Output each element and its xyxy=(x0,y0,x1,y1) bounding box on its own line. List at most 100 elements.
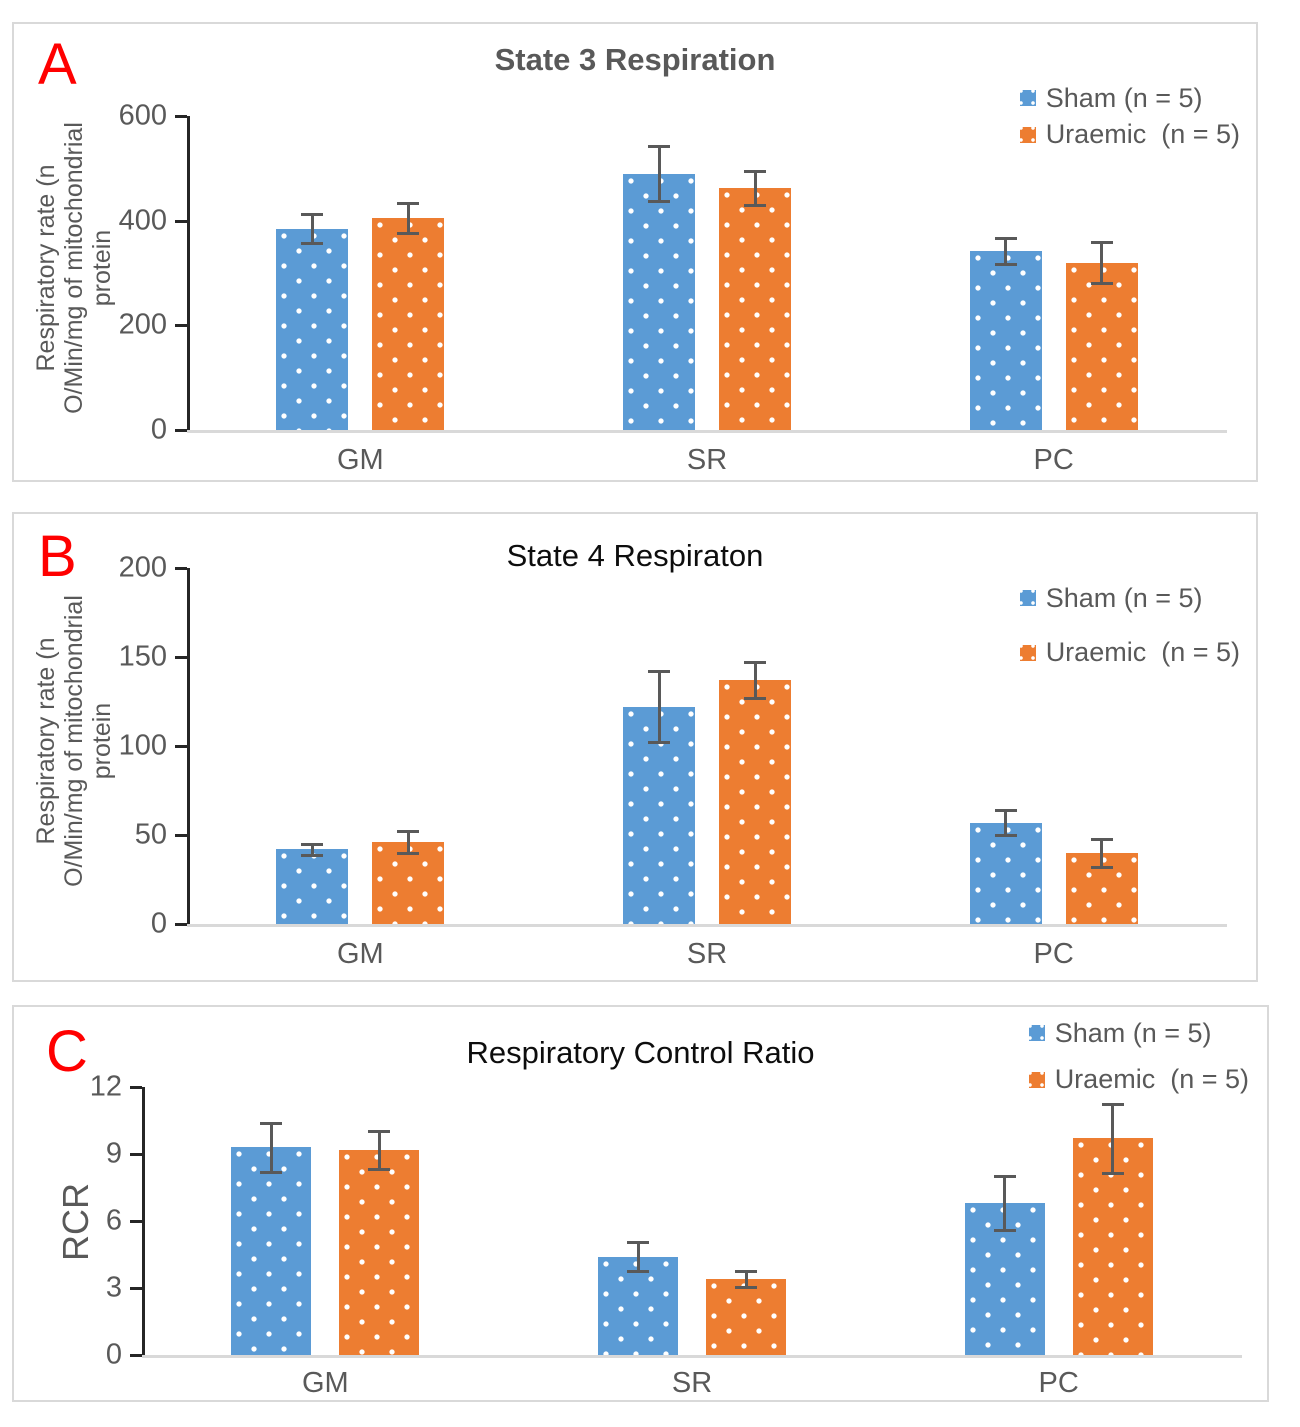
x-category-label: SR xyxy=(686,444,728,476)
x-axis-line xyxy=(142,1355,1242,1358)
y-axis-line xyxy=(187,568,190,926)
y-tick xyxy=(175,219,187,223)
bar-sham-sr xyxy=(623,173,695,430)
error-bar-cap-bottom-gm xyxy=(301,853,324,857)
y-tick xyxy=(130,1287,142,1290)
legend: Sham (n = 5) Uraemic (n = 5) xyxy=(1019,583,1240,668)
error-bar-cap-top-sr xyxy=(744,170,766,174)
legend-label-uraemic: Uraemic (n = 5) xyxy=(1054,1064,1249,1095)
plot-area-state3: 0 200 400 600 GM SR PC xyxy=(14,24,1256,480)
error-bar-cap-top-sr xyxy=(744,661,766,665)
error-bar-cap-bottom-pc xyxy=(1090,282,1113,286)
error-bar-cap-top-gm xyxy=(260,1121,283,1125)
x-category-label: SR xyxy=(686,938,728,970)
bar-sham-pc xyxy=(969,251,1042,430)
error-bar-cap-top-gm xyxy=(397,830,420,834)
y-tick xyxy=(175,324,187,328)
error-bar-cap-bottom-sr xyxy=(744,203,766,207)
bar-uraemic-pc xyxy=(1072,1138,1153,1355)
error-bar-cap-bottom-pc xyxy=(994,834,1017,837)
legend-label-uraemic: Uraemic (n = 5) xyxy=(1045,637,1240,668)
error-bar-stem-pc xyxy=(1111,1103,1115,1173)
x-category-label: PC xyxy=(1038,1367,1079,1399)
y-tick xyxy=(175,567,187,570)
legend: Sham (n = 5) Uraemic (n = 5) xyxy=(1028,1018,1249,1095)
panel-state4-respiration: B State 4 Respiraton Sham (n = 5) Uraemi… xyxy=(12,512,1258,982)
y-tick-label: 0 xyxy=(150,413,167,446)
error-bar-cap-top-sr xyxy=(648,145,670,149)
y-tick-label: 200 xyxy=(118,308,167,341)
legend-item-uraemic: Uraemic (n = 5) xyxy=(1019,637,1240,668)
legend-item-uraemic: Uraemic (n = 5) xyxy=(1028,1064,1249,1095)
y-tick-label: 9 xyxy=(105,1137,122,1170)
error-bar-cap-bottom-sr xyxy=(627,1270,649,1274)
x-category-label: GM xyxy=(301,1367,349,1399)
bar-uraemic-pc xyxy=(1065,262,1138,430)
error-bar-stem-gm xyxy=(406,203,410,233)
x-category-label: GM xyxy=(336,444,384,476)
legend-item-sham: Sham (n = 5) xyxy=(1019,583,1203,613)
error-bar-stem-gm xyxy=(310,843,314,855)
error-bar-stem-gm xyxy=(377,1130,381,1169)
error-bar-stem-sr xyxy=(657,671,661,743)
bar-uraemic-sr xyxy=(706,1279,786,1355)
error-bar-cap-top-pc xyxy=(1090,837,1113,841)
error-bar-cap-bottom-gm xyxy=(397,851,420,855)
error-bar-cap-top-pc xyxy=(994,236,1017,240)
y-tick-label: 600 xyxy=(118,99,167,132)
error-bar-cap-bottom-sr xyxy=(735,1285,757,1289)
plot-area-state4: 0 50 100 150 200 GM SR PC xyxy=(14,514,1256,980)
error-bar-cap-bottom-pc xyxy=(994,263,1017,267)
y-tick xyxy=(175,656,187,659)
error-bar-cap-top-pc xyxy=(1101,1102,1124,1106)
y-tick-label: 0 xyxy=(150,907,167,940)
legend-item-sham: Sham (n = 5) xyxy=(1019,83,1203,113)
error-bar-stem-pc xyxy=(1100,241,1104,284)
panel-letter-c: C xyxy=(46,1019,88,1084)
error-bar-cap-bottom-gm xyxy=(301,242,324,246)
error-bar-stem-gm xyxy=(310,213,314,244)
bar-uraemic-pc xyxy=(1065,852,1138,924)
error-bar-cap-top-gm xyxy=(301,842,324,846)
error-bar-stem-gm xyxy=(406,831,410,853)
sham-swatch-icon xyxy=(1028,1025,1045,1042)
y-tick-label: 50 xyxy=(134,818,167,851)
legend-label-sham: Sham (n = 5) xyxy=(1054,1018,1212,1048)
y-tick xyxy=(175,834,187,837)
bar-uraemic-gm xyxy=(372,218,445,430)
legend-label-sham: Sham (n = 5) xyxy=(1045,583,1203,613)
error-bar-cap-top-sr xyxy=(735,1270,757,1274)
bar-uraemic-gm xyxy=(339,1149,420,1355)
error-bar-stem-pc xyxy=(1003,1176,1007,1230)
legend-label-sham: Sham (n = 5) xyxy=(1045,83,1203,113)
y-tick xyxy=(175,429,187,432)
error-bar-cap-bottom-gm xyxy=(260,1170,283,1174)
panel-letter-b: B xyxy=(38,524,77,589)
error-bar-stem-sr xyxy=(753,662,757,698)
bar-uraemic-sr xyxy=(719,680,791,924)
bar-uraemic-gm xyxy=(372,842,445,924)
uraemic-swatch-icon xyxy=(1028,1071,1045,1088)
y-tick-label: 3 xyxy=(105,1271,122,1304)
error-bar-cap-bottom-sr xyxy=(648,199,670,203)
x-category-label: PC xyxy=(1033,444,1074,476)
y-axis-line xyxy=(142,1087,145,1357)
error-bar-cap-top-pc xyxy=(994,809,1017,813)
bar-sham-pc xyxy=(969,822,1042,924)
bar-uraemic-sr xyxy=(719,188,791,430)
legend-label-uraemic: Uraemic (n = 5) xyxy=(1045,119,1240,150)
error-bar-cap-top-gm xyxy=(368,1129,391,1133)
error-bar-stem-sr xyxy=(657,146,661,201)
x-category-label: PC xyxy=(1033,938,1074,970)
chart-title-state3: State 3 Respiration xyxy=(494,42,776,77)
panel-respiratory-control-ratio: C Respiratory Control Ratio Sham (n = 5)… xyxy=(12,1005,1269,1402)
x-axis-line xyxy=(187,924,1227,927)
uraemic-swatch-icon xyxy=(1019,644,1036,661)
error-bar-cap-top-sr xyxy=(648,670,670,674)
error-bar-stem-pc xyxy=(1004,237,1008,265)
y-tick-label: 0 xyxy=(105,1338,122,1371)
chart-title-rcr: Respiratory Control Ratio xyxy=(466,1035,815,1070)
error-bar-cap-top-gm xyxy=(397,202,420,206)
error-bar-cap-top-pc xyxy=(993,1175,1016,1179)
